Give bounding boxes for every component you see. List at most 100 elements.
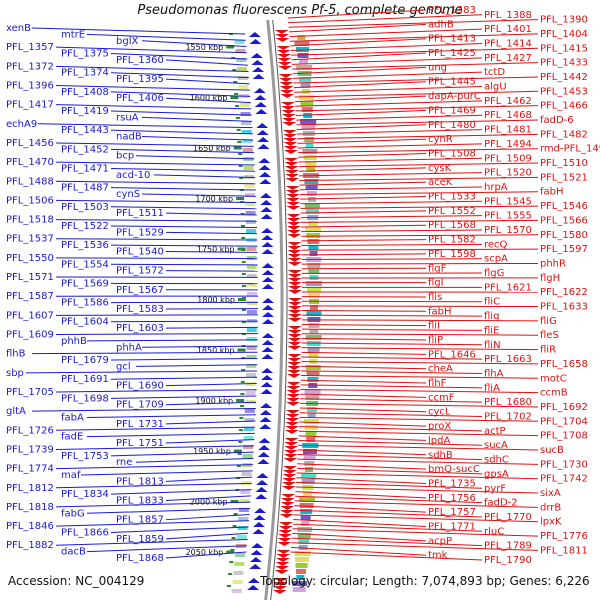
right-leader-line	[291, 57, 483, 65]
right-gene-label: fliI	[428, 321, 440, 332]
feature-block	[308, 269, 320, 274]
red-gene-arrow	[285, 186, 300, 190]
red-gene-arrow	[287, 246, 302, 250]
blue-gene-arrow	[249, 564, 262, 569]
left-leader-line	[165, 59, 248, 66]
feature-block	[306, 287, 321, 292]
left-gene-label: PFL_1739	[6, 444, 54, 455]
left-leader-line	[165, 270, 258, 272]
right-gene-label: PFL_1425	[428, 48, 476, 59]
right-leader-line	[299, 191, 539, 195]
red-gene-arrow	[278, 526, 293, 530]
feature-block	[301, 521, 310, 526]
right-gene-label: PFL_1442	[540, 72, 588, 83]
left-gene-label: PFL_1569	[61, 278, 109, 289]
left-gene-label: PFL_1691	[61, 374, 109, 385]
blue-gene-arrow	[251, 60, 264, 65]
feature-block	[297, 35, 306, 40]
right-leader-line	[300, 402, 539, 408]
left-leader-line	[165, 439, 255, 444]
right-leader-line	[298, 152, 427, 158]
left-gene-label: PFL_1488	[6, 176, 54, 187]
feature-block	[239, 103, 250, 107]
feature-block	[306, 233, 321, 238]
feature-block	[244, 418, 255, 422]
feature-block	[304, 203, 320, 208]
right-leader-line	[296, 114, 483, 121]
right-leader-line	[301, 239, 427, 242]
right-gene-label: flhA	[484, 368, 504, 379]
feature-block	[309, 251, 318, 256]
left-gene-label: PFL_1709	[116, 400, 164, 411]
feature-block	[307, 263, 321, 268]
right-gene-label: PFL_1742	[540, 474, 588, 485]
feature-block	[244, 409, 255, 413]
backbone-arc-outer	[264, 19, 284, 600]
left-leader-line	[37, 123, 253, 129]
right-gene-label: PFL_1621	[484, 282, 532, 293]
feature-block	[299, 77, 312, 82]
right-leader-line	[301, 258, 483, 260]
right-leader-line	[292, 532, 427, 542]
feature-block	[303, 155, 317, 160]
right-gene-label: PFL_1646	[428, 349, 476, 360]
right-gene-label: PFL_1390	[540, 15, 588, 26]
right-leader-line	[301, 333, 539, 336]
feature-block	[309, 305, 318, 310]
right-gene-label: flis	[428, 292, 442, 303]
right-leader-line	[301, 234, 539, 237]
feature-block	[307, 377, 319, 382]
red-gene-arrow	[287, 306, 302, 310]
feature-block	[306, 407, 317, 412]
right-gene-label: PFL_1568	[428, 220, 476, 231]
left-leader-line	[141, 40, 247, 47]
red-gene-arrow	[281, 486, 296, 490]
feature-block	[231, 589, 242, 593]
right-gene-label: PFL_1401	[484, 24, 532, 35]
right-leader-line	[300, 219, 539, 223]
left-gene-label: PFL_1419	[61, 106, 109, 117]
left-leader-line	[86, 507, 251, 514]
right-leader-line	[291, 47, 539, 56]
right-leader-line	[301, 305, 539, 308]
right-leader-line	[301, 229, 483, 233]
right-gene-label: acpP	[428, 536, 452, 547]
feature-block	[305, 431, 317, 436]
left-gene-label: PFL_1456	[6, 138, 54, 149]
right-leader-line	[301, 365, 427, 370]
red-gene-arrow	[284, 166, 299, 170]
right-leader-line	[297, 138, 427, 144]
left-gene-label: PFL_1572	[116, 266, 164, 277]
red-gene-arrow	[285, 426, 300, 430]
red-gene-arrow	[287, 318, 302, 322]
right-leader-line	[301, 248, 539, 251]
blue-gene-arrow	[261, 333, 274, 338]
right-gene-label: PFL_1545	[484, 196, 532, 207]
left-leader-line	[165, 476, 253, 482]
feature-block	[306, 371, 320, 376]
left-leader-line	[165, 401, 257, 406]
left-leader-line	[110, 53, 248, 60]
red-gene-arrow	[285, 174, 300, 178]
right-gene-label: PFL_1680	[484, 397, 532, 408]
feature-block	[238, 85, 249, 89]
left-leader-line	[165, 532, 249, 540]
right-gene-label: tmk	[428, 550, 448, 561]
right-leader-line	[290, 42, 483, 52]
feature-block	[306, 167, 316, 172]
red-gene-arrow	[287, 262, 302, 266]
right-gene-label: flgG	[484, 268, 504, 279]
left-gene-label: PFL_1834	[61, 489, 109, 500]
blue-gene-arrow	[260, 382, 273, 387]
feature-block	[308, 353, 319, 358]
right-leader-line	[287, 9, 427, 19]
left-gene-label: PFL_1583	[116, 304, 164, 315]
left-gene-label: maf	[61, 470, 81, 481]
red-gene-arrow	[287, 226, 302, 230]
right-gene-label: aceK	[428, 177, 453, 188]
feature-block	[301, 473, 317, 478]
right-gene-label: bmQ-sucC	[428, 464, 480, 475]
feature-block	[303, 449, 318, 454]
accession-text: Accession: NC_004129	[8, 574, 145, 588]
